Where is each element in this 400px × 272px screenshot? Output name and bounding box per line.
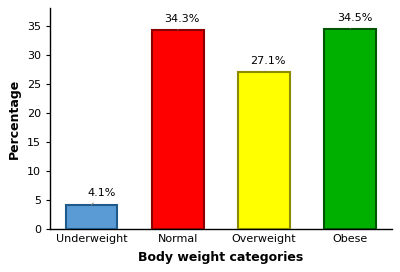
Text: 34.5%: 34.5% — [337, 13, 372, 29]
Y-axis label: Percentage: Percentage — [8, 79, 21, 159]
Text: 34.3%: 34.3% — [164, 14, 200, 30]
X-axis label: Body weight categories: Body weight categories — [138, 251, 304, 264]
Bar — [66, 205, 117, 229]
Text: 4.1%: 4.1% — [88, 188, 116, 205]
Bar — [324, 29, 376, 229]
Text: 27.1%: 27.1% — [250, 56, 286, 72]
Bar — [152, 30, 204, 229]
Bar — [238, 72, 290, 229]
